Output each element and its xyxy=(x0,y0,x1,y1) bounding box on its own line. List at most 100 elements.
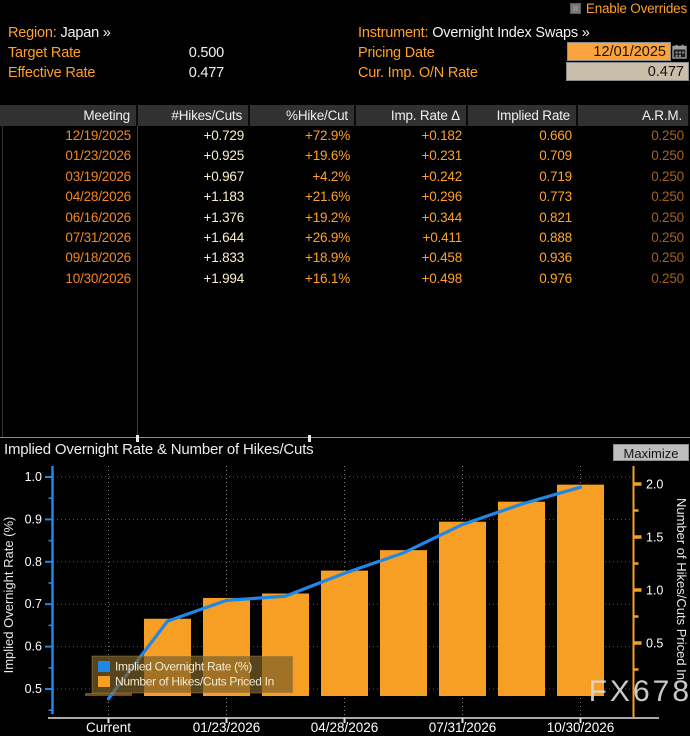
table-cell: 0.936 xyxy=(539,250,572,266)
pricing-date-input[interactable]: 12/01/2025 xyxy=(567,42,671,61)
table-cell: +16.1% xyxy=(305,270,350,286)
target-rate-value: 0.500 xyxy=(188,45,224,61)
table-cell: 0.660 xyxy=(539,128,572,143)
table-cell: 0.976 xyxy=(539,270,572,286)
enable-overrides-label: Enable Overrides xyxy=(585,1,687,16)
table-row[interactable]: 09/18/2026 +1.833 +18.9% +0.458 0.936 0.250 xyxy=(0,248,690,269)
instrument-label: Instrument: xyxy=(358,25,429,41)
table-cell: 0.250 xyxy=(651,148,684,164)
svg-text:0.8: 0.8 xyxy=(25,555,42,569)
table-cell: +21.6% xyxy=(305,189,350,205)
table-cell: 04/28/2026 xyxy=(0,187,138,208)
table-cell: 0.719 xyxy=(539,168,572,184)
table-cell: 0.250 xyxy=(651,209,684,225)
svg-text:10/30/2026: 10/30/2026 xyxy=(547,720,615,735)
table-row[interactable]: 03/19/2026 +0.967 +4.2% +0.242 0.719 0.250 xyxy=(0,166,690,188)
table-cell: 0.250 xyxy=(651,270,684,286)
table-cell: +1.994 xyxy=(203,270,245,286)
column-header: %Hike/Cut xyxy=(250,105,356,126)
pane-divider-handle[interactable] xyxy=(136,435,139,442)
table-cell: 0.888 xyxy=(539,229,572,245)
svg-text:Number of Hikes/Cuts Priced In: Number of Hikes/Cuts Priced In xyxy=(674,498,689,680)
table-cell: 07/31/2026 xyxy=(0,227,138,249)
svg-text:1.0: 1.0 xyxy=(25,470,42,484)
table-cell: 06/16/2026 xyxy=(0,207,138,228)
table-cell: +72.9% xyxy=(305,128,350,143)
svg-text:Implied Overnight Rate (%): Implied Overnight Rate (%) xyxy=(1,517,16,674)
table-cell: +19.6% xyxy=(305,148,350,164)
svg-text:07/31/2026: 07/31/2026 xyxy=(429,720,497,735)
effective-rate-label: Effective Rate xyxy=(8,65,96,81)
svg-text:0.9: 0.9 xyxy=(25,512,42,526)
table-row[interactable]: 06/16/2026 +1.376 +19.2% +0.344 0.821 0.250 xyxy=(0,207,690,228)
chart-title: Implied Overnight Rate & Number of Hikes… xyxy=(4,441,314,458)
table-cell: 0.250 xyxy=(651,189,684,205)
table-cell: +0.729 xyxy=(203,128,245,143)
table-cell: +0.242 xyxy=(421,168,463,184)
column-header: Meeting xyxy=(0,105,138,126)
svg-text:Implied Overnight Rate (%): Implied Overnight Rate (%) xyxy=(115,660,252,674)
table-row[interactable]: 01/23/2026 +0.925 +19.6% +0.231 0.709 0.250 xyxy=(0,146,690,167)
table-cell: +0.231 xyxy=(421,148,463,164)
table-cell: 0.250 xyxy=(651,250,684,266)
column-header: A.R.M. xyxy=(578,105,690,126)
table-header-row: Meeting #Hikes/Cuts %Hike/Cut Imp. Rate Δ Im… xyxy=(0,105,690,126)
table-cell: 0.250 xyxy=(651,229,684,245)
table-cell: +4.2% xyxy=(312,168,350,184)
table-cell: +1.376 xyxy=(203,209,245,225)
column-header: Imp. Rate Δ xyxy=(356,105,468,126)
calendar-icon[interactable] xyxy=(672,44,687,59)
svg-text:1.0: 1.0 xyxy=(646,584,663,598)
instrument-value[interactable]: Overnight Index Swaps » xyxy=(432,25,590,41)
table-cell: 0.821 xyxy=(539,209,572,225)
pricing-date-label: Pricing Date xyxy=(358,45,435,61)
table-row[interactable]: 04/28/2026 +1.183 +21.6% +0.296 0.773 0.250 xyxy=(0,187,690,208)
svg-text:0.7: 0.7 xyxy=(25,597,42,611)
enable-overrides-checkbox[interactable] xyxy=(569,3,581,14)
region-label: Region: xyxy=(8,25,57,41)
svg-text:0.6: 0.6 xyxy=(25,640,42,654)
svg-text:1.5: 1.5 xyxy=(646,531,663,545)
svg-text:2.0: 2.0 xyxy=(646,478,663,492)
table-cell: 0.250 xyxy=(651,128,684,143)
region-value[interactable]: Japan » xyxy=(60,25,111,41)
svg-text:Current: Current xyxy=(86,720,131,735)
table-cell: +0.296 xyxy=(421,189,463,205)
table-cell: +0.967 xyxy=(203,168,245,184)
table-row[interactable]: 07/31/2026 +1.644 +26.9% +0.411 0.888 0.250 xyxy=(0,227,690,249)
table-cell: +1.183 xyxy=(203,189,245,205)
table-cell: +0.498 xyxy=(421,270,463,286)
cur-imp-rate-input[interactable]: 0.477 xyxy=(566,62,689,81)
table-cell: 0.250 xyxy=(651,168,684,184)
column-header: #Hikes/Cuts xyxy=(138,105,250,126)
table-cell: +0.411 xyxy=(422,229,463,245)
maximize-button[interactable]: Maximize xyxy=(613,444,689,461)
pane-divider-handle[interactable] xyxy=(308,435,311,442)
svg-text:01/23/2026: 01/23/2026 xyxy=(193,720,261,735)
overrides-row: Enable Overrides xyxy=(569,1,687,16)
target-rate-label: Target Rate xyxy=(8,45,81,61)
table-body: 12/19/2025 +0.729 +72.9% +0.182 0.660 0.250 01… xyxy=(0,126,690,290)
table-cell: 0.773 xyxy=(539,189,572,205)
table-cell: 10/30/2026 xyxy=(0,268,138,290)
meetings-table: Meeting #Hikes/Cuts %Hike/Cut Imp. Rate Δ Im… xyxy=(0,105,690,290)
table-cell: +0.182 xyxy=(421,128,463,143)
instrument-row: Instrument: Overnight Index Swaps » xyxy=(358,25,590,41)
table-row[interactable]: 12/19/2025 +0.729 +72.9% +0.182 0.660 0.250 xyxy=(0,126,690,147)
effective-rate-value: 0.477 xyxy=(188,65,224,81)
region-row: Region: Japan » xyxy=(8,25,111,41)
table-cell: 09/18/2026 xyxy=(0,248,138,269)
watermark: FX678 xyxy=(588,675,690,708)
table-cell: 12/19/2025 xyxy=(0,126,138,147)
table-cell: +0.925 xyxy=(203,148,245,164)
column-header: Implied Rate xyxy=(468,105,578,126)
table-cell: +18.9% xyxy=(305,250,350,266)
pane-divider xyxy=(0,437,690,438)
implied-rate-chart: Implied Overnight Rate (%) Number of Hike… xyxy=(1,466,689,735)
table-row[interactable]: 10/30/2026 +1.994 +16.1% +0.498 0.976 0.250 xyxy=(0,268,690,290)
table-cell: 03/19/2026 xyxy=(0,166,138,188)
table-cell: +1.644 xyxy=(203,229,245,245)
table-left-border xyxy=(2,105,3,437)
table-cell: +0.458 xyxy=(421,250,463,266)
